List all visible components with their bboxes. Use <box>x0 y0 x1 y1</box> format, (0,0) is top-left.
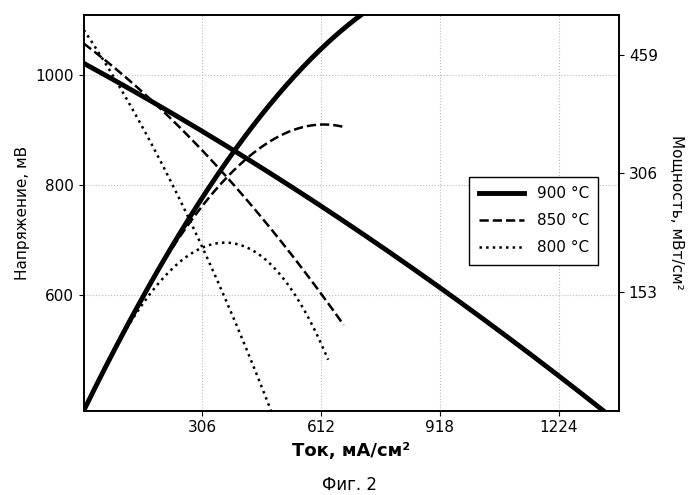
Text: Фиг. 2: Фиг. 2 <box>322 476 377 494</box>
Legend: 900 °C, 850 °C, 800 °C: 900 °C, 850 °C, 800 °C <box>470 177 598 264</box>
X-axis label: Ток, мА/см²: Ток, мА/см² <box>292 442 410 460</box>
Y-axis label: Напряжение, мВ: Напряжение, мВ <box>15 146 30 280</box>
Y-axis label: Мощность, мВт/см²: Мощность, мВт/см² <box>669 136 684 290</box>
